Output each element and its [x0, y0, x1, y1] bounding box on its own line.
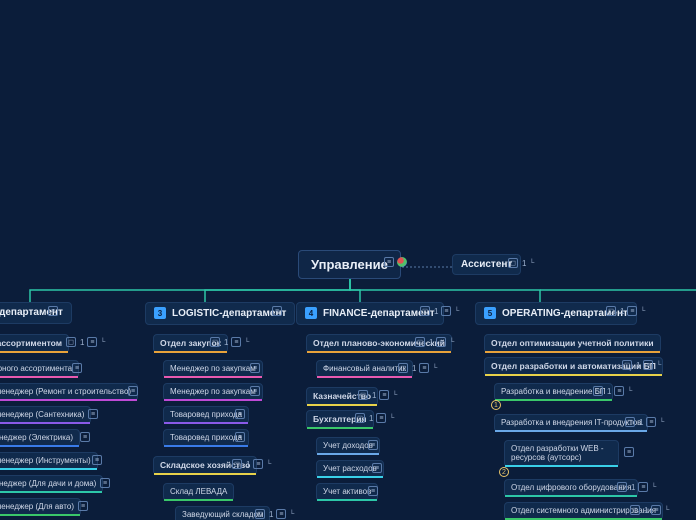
note-icon[interactable]: ≡ [72, 363, 82, 373]
corner-icon[interactable]: └ [244, 337, 249, 347]
d2-item-4[interactable]: менеджер (Электрика) [0, 429, 80, 447]
comment-icon[interactable]: ◻ [622, 360, 632, 370]
note-icon[interactable]: ≡ [100, 478, 110, 488]
note-icon[interactable]: ≡ [379, 390, 389, 400]
note-icon[interactable]: ≡ [235, 432, 245, 442]
comment-icon[interactable]: ◻ [398, 363, 408, 373]
mindmap-canvas: Управление ≡ Ассистент ◻1 └ департамент … [0, 0, 696, 520]
note-icon[interactable]: ≡ [231, 337, 241, 347]
root-label: Управление [311, 257, 388, 272]
corner-icon[interactable]: └ [100, 337, 105, 347]
note-icon[interactable]: ≡ [128, 386, 138, 396]
note-icon[interactable]: ≡ [643, 360, 653, 370]
circle-2[interactable]: 2 [499, 467, 509, 477]
circle-1[interactable]: 1 [491, 400, 501, 410]
note-icon[interactable]: ≡ [78, 501, 88, 511]
comment-icon[interactable]: ◻ [358, 390, 368, 400]
corner-icon[interactable]: └ [656, 360, 661, 370]
d2-item-6[interactable]: менеджер (Для дачи и дома) [0, 475, 103, 493]
d2-item-3[interactable]: й менеджер (Сантехника) [0, 406, 91, 424]
corner-icon[interactable]: └ [289, 509, 294, 519]
note-icon[interactable]: ≡ [253, 459, 263, 469]
d2-item-7[interactable]: й менеджер (Для авто) [0, 498, 81, 516]
corner-icon[interactable]: └ [454, 306, 459, 316]
d2-item-2[interactable]: й менеджер (Ремонт и строительство) [0, 383, 138, 401]
d3-item-2[interactable]: Менеджер по закупкам [163, 383, 263, 401]
corner-icon[interactable]: └ [432, 363, 437, 373]
corner-icon[interactable]: └ [651, 482, 656, 492]
note-icon[interactable]: ≡ [646, 417, 656, 427]
comment-icon[interactable]: ◻ [508, 258, 518, 268]
corner-icon[interactable]: └ [449, 337, 454, 347]
comment-icon[interactable]: ◻ [420, 306, 430, 316]
note-icon[interactable]: ≡ [87, 337, 97, 347]
dept-2-node[interactable]: департамент [0, 302, 72, 324]
dept-4-icons: ◻1 ≡ └ [420, 306, 459, 316]
num-badge-5: 5 [484, 307, 496, 319]
note-icon[interactable]: ≡ [80, 432, 90, 442]
comment-icon[interactable]: ◻ [630, 505, 640, 515]
root-icons: ≡ [384, 257, 407, 267]
corner-icon[interactable]: └ [664, 505, 669, 515]
dept-3-label: LOGISTIC-департамент [172, 308, 286, 319]
comment-icon[interactable]: ◻ [210, 337, 220, 347]
note-icon[interactable]: ≡ [88, 409, 98, 419]
d2-item-1[interactable]: варного ассортимента [0, 360, 79, 378]
dept-2-icons: ≡ [48, 306, 58, 316]
comment-icon[interactable]: ◻ [415, 337, 425, 347]
note-icon[interactable]: ≡ [419, 363, 429, 373]
comment-icon[interactable]: ◻ [232, 459, 242, 469]
note-icon[interactable]: ≡ [376, 413, 386, 423]
assistant-label: Ассистент [461, 259, 512, 270]
num-badge-4: 4 [305, 307, 317, 319]
count-label: 1 [522, 259, 526, 268]
note-icon[interactable]: ≡ [368, 486, 378, 496]
comment-icon[interactable]: ◻ [66, 337, 76, 347]
corner-icon[interactable]: └ [266, 459, 271, 469]
note-icon[interactable]: ≡ [651, 505, 661, 515]
note-icon[interactable]: ≡ [614, 386, 624, 396]
note-icon[interactable]: ≡ [250, 386, 260, 396]
num-badge-3: 3 [154, 307, 166, 319]
note-icon[interactable]: ≡ [92, 455, 102, 465]
note-icon[interactable]: ≡ [272, 306, 282, 316]
comment-icon[interactable]: ◻ [355, 413, 365, 423]
note-icon[interactable]: ≡ [250, 363, 260, 373]
note-icon[interactable]: ≡ [368, 440, 378, 450]
note-icon[interactable]: ≡ [627, 306, 637, 316]
note-icon[interactable]: ≡ [276, 509, 286, 519]
comment-icon[interactable]: ◻ [255, 509, 265, 519]
corner-icon[interactable]: └ [640, 306, 645, 316]
note-icon[interactable]: ≡ [48, 306, 58, 316]
attachment-icon[interactable] [397, 257, 407, 267]
note-icon[interactable]: ≡ [235, 409, 245, 419]
d5-item-0[interactable]: Отдел оптимизации учетной политики [484, 334, 661, 353]
corner-icon[interactable]: └ [529, 258, 534, 268]
note-icon[interactable]: ≡ [624, 447, 634, 457]
d5-item-4[interactable]: Отдел разработки WEB - ресурсов (аутсорс… [504, 440, 619, 467]
dept-4-label: FINANCE-департамент [323, 308, 435, 319]
note-icon[interactable]: ≡ [372, 463, 382, 473]
dept-3-icons: ≡ [272, 306, 282, 316]
note-icon[interactable]: ≡ [638, 482, 648, 492]
corner-icon[interactable]: └ [659, 417, 664, 427]
dept-5-icons: ◻1 ≡ └ [606, 306, 645, 316]
corner-icon[interactable]: └ [627, 386, 632, 396]
corner-icon[interactable]: └ [389, 413, 394, 423]
d3-item-6[interactable]: Склад ЛЕВАДА [163, 483, 234, 501]
comment-icon[interactable]: ◻ [617, 482, 627, 492]
note-icon[interactable]: ≡ [436, 337, 446, 347]
comment-icon[interactable]: ◻ [625, 417, 635, 427]
comment-icon[interactable]: ◻ [606, 306, 616, 316]
note-icon[interactable]: ≡ [441, 306, 451, 316]
note-icon[interactable]: ≡ [384, 257, 394, 267]
comment-icon[interactable]: ◻ [593, 386, 603, 396]
d2-item-5[interactable]: й менеджер (Инструменты) [0, 452, 98, 470]
d2-item-0[interactable]: й ассортиментом [0, 334, 69, 353]
d3-item-1[interactable]: Менеджер по закупкам [163, 360, 263, 378]
corner-icon[interactable]: └ [392, 390, 397, 400]
assistant-icons: ◻ 1 └ [508, 258, 534, 268]
